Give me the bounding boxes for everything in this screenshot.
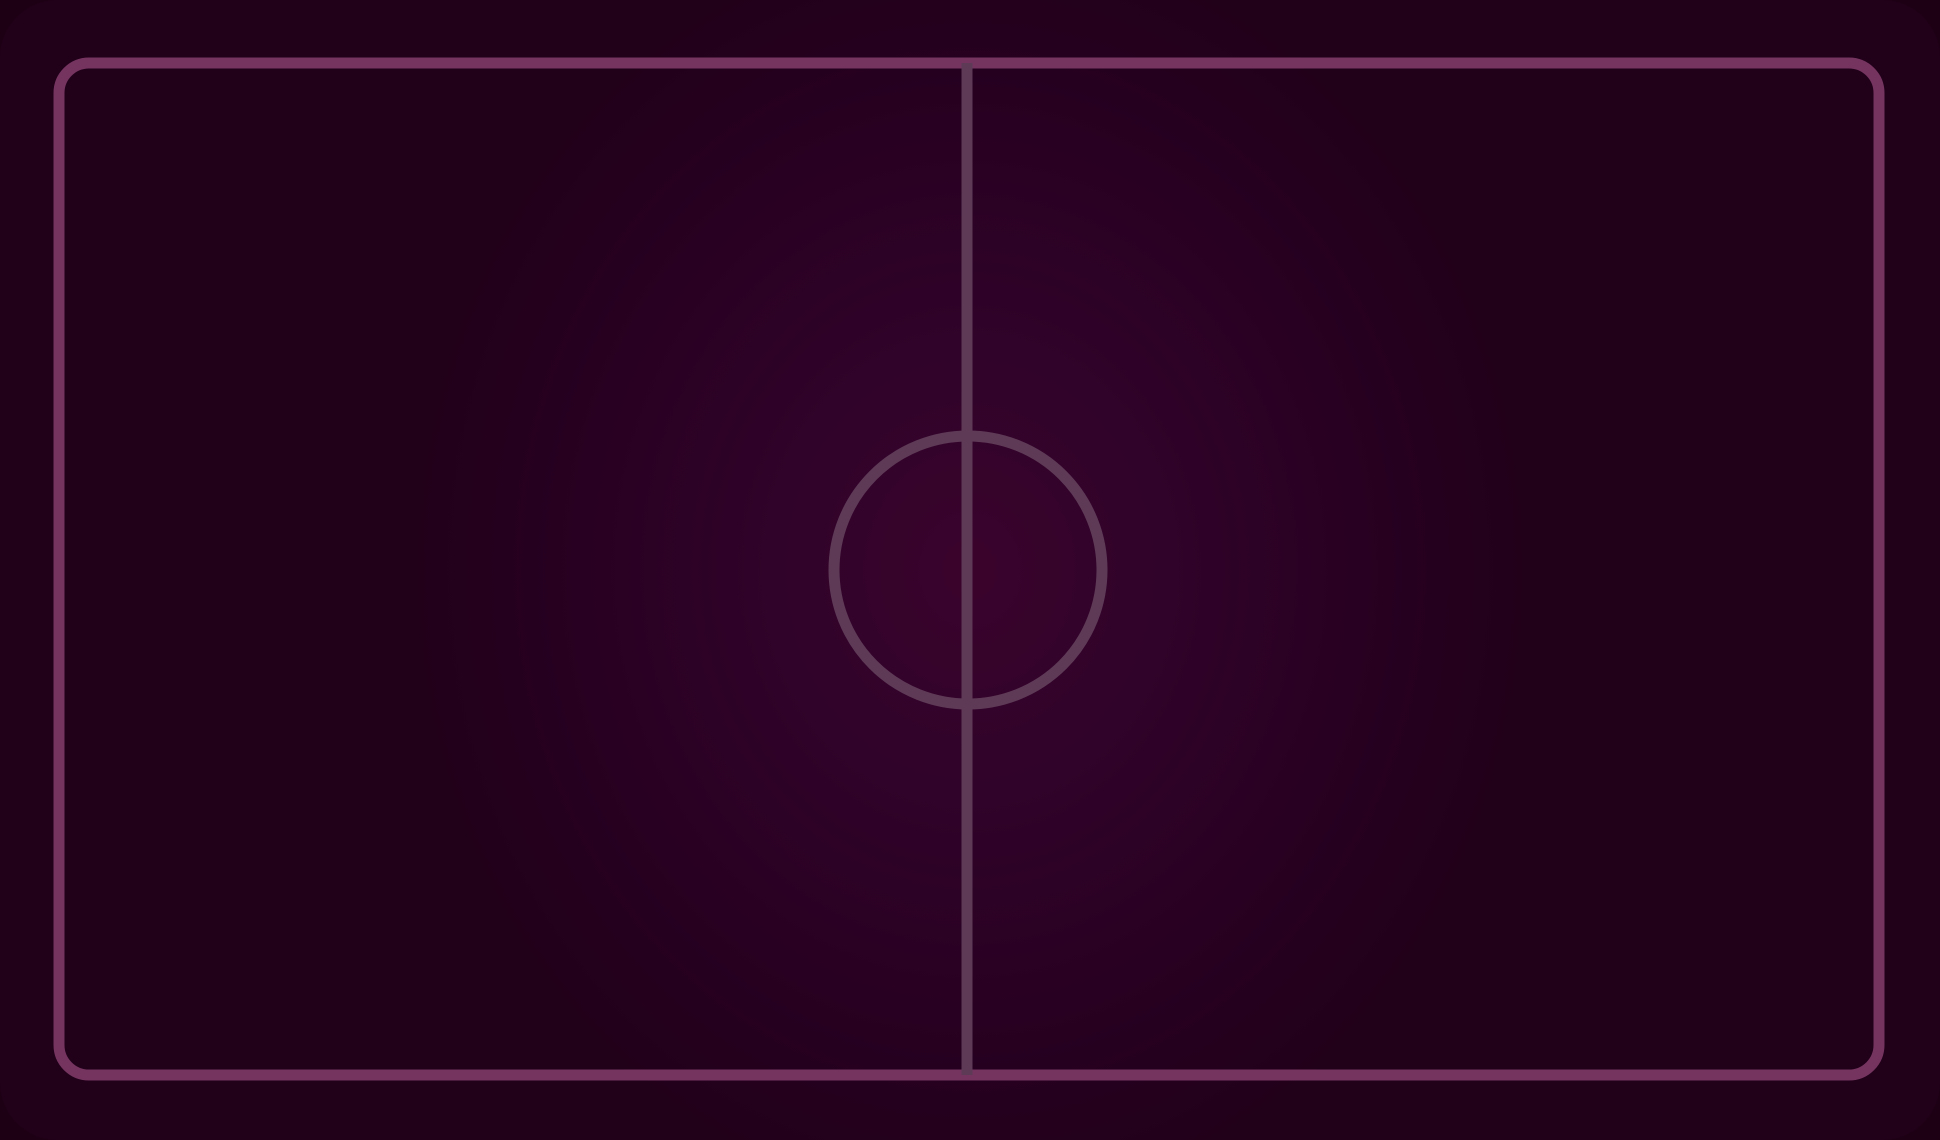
center-circle <box>828 430 1108 710</box>
